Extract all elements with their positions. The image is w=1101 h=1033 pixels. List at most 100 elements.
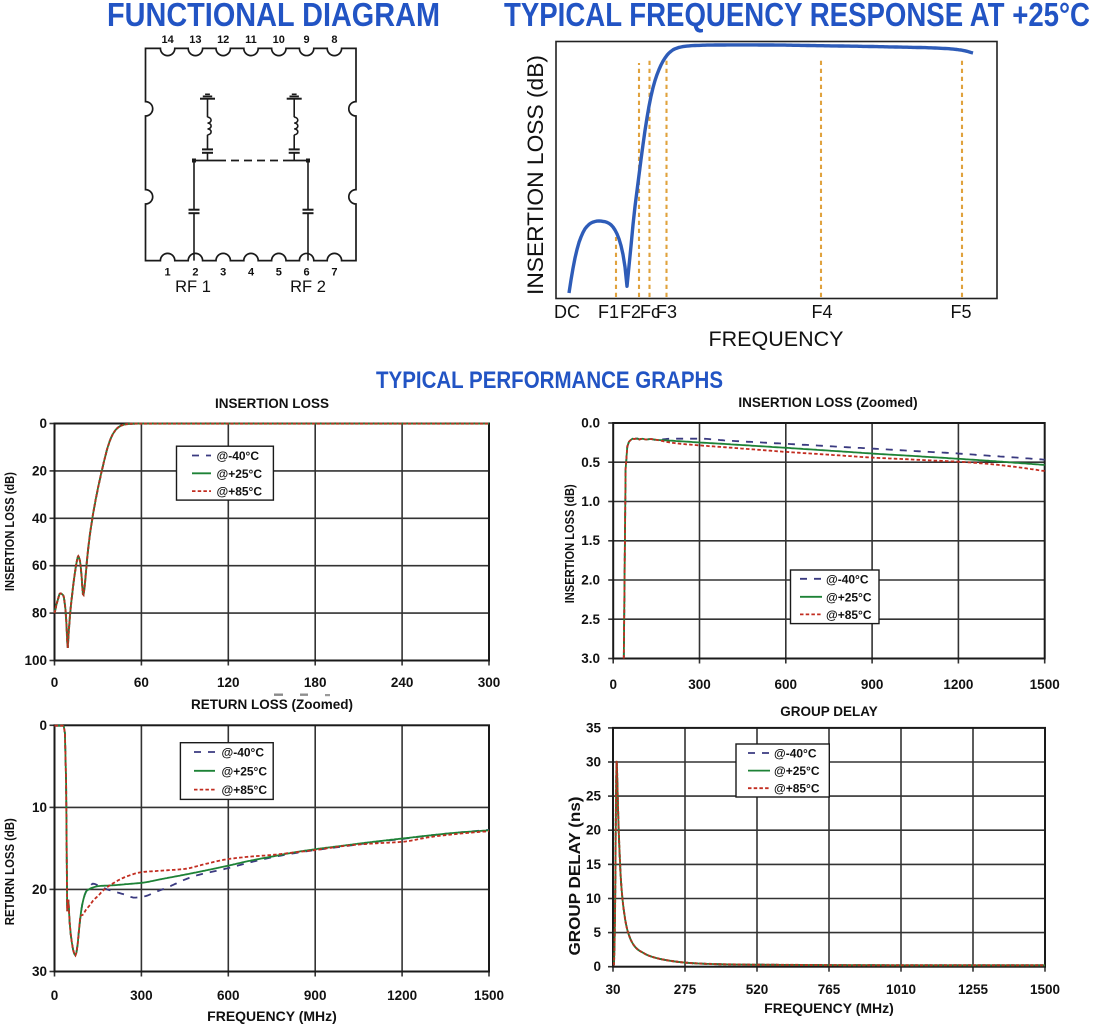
svg-text:7: 7	[331, 267, 337, 279]
svg-text:30: 30	[32, 964, 47, 979]
svg-text:1200: 1200	[943, 677, 973, 692]
svg-text:20: 20	[32, 882, 47, 897]
svg-text:@+25°C: @+25°C	[217, 467, 263, 481]
svg-text:0: 0	[609, 677, 617, 692]
svg-text:3: 3	[220, 267, 226, 279]
svg-text:10: 10	[32, 800, 47, 815]
svg-text:11: 11	[245, 34, 257, 46]
svg-text:0: 0	[39, 416, 47, 431]
svg-text:2.5: 2.5	[581, 612, 600, 627]
svg-text:1200: 1200	[387, 988, 417, 1003]
svg-text:INSERTION LOSS (dB): INSERTION LOSS (dB)	[2, 472, 17, 591]
svg-text:1500: 1500	[1030, 982, 1060, 997]
svg-text:5: 5	[276, 267, 282, 279]
svg-text:RETURN LOSS (Zoomed): RETURN LOSS (Zoomed)	[191, 697, 353, 712]
svg-text:0: 0	[593, 959, 601, 974]
svg-text:300: 300	[688, 677, 711, 692]
svg-text:600: 600	[217, 988, 240, 1003]
svg-text:RETURN LOSS (dB): RETURN LOSS (dB)	[2, 818, 17, 925]
svg-text:RF 2: RF 2	[290, 278, 326, 296]
svg-text:F2: F2	[620, 302, 641, 322]
svg-text:13: 13	[189, 34, 201, 46]
svg-text:240: 240	[391, 675, 414, 690]
svg-text:15: 15	[586, 857, 602, 872]
svg-text:765: 765	[818, 982, 841, 997]
svg-text:@-40°C: @-40°C	[774, 747, 817, 761]
svg-text:1: 1	[165, 267, 171, 279]
svg-text:25: 25	[586, 789, 602, 804]
svg-text:30: 30	[586, 755, 601, 770]
svg-text:520: 520	[746, 982, 769, 997]
svg-text:3.0: 3.0	[581, 651, 600, 666]
svg-text:@+25°C: @+25°C	[222, 764, 268, 778]
svg-text:100: 100	[24, 653, 47, 668]
svg-text:600: 600	[775, 677, 798, 692]
svg-text:INSERTION LOSS: INSERTION LOSS	[215, 396, 329, 411]
svg-text:12: 12	[217, 34, 229, 46]
svg-text:40: 40	[32, 511, 47, 526]
svg-text:TYPICAL PERFORMANCE GRAPHS: TYPICAL PERFORMANCE GRAPHS	[376, 367, 723, 394]
svg-text:6: 6	[304, 267, 310, 279]
svg-text:60: 60	[134, 675, 149, 690]
svg-text:F1: F1	[598, 302, 619, 322]
svg-text:Fc: Fc	[640, 302, 660, 322]
svg-text:RF 1: RF 1	[175, 278, 211, 296]
svg-text:0: 0	[51, 675, 59, 690]
svg-text:0.5: 0.5	[581, 455, 600, 470]
svg-text:2.0: 2.0	[581, 573, 600, 588]
svg-text:TYPICAL FREQUENCY RESPONSE AT: TYPICAL FREQUENCY RESPONSE AT +25°C	[504, 0, 1090, 33]
svg-text:9: 9	[304, 34, 310, 46]
svg-text:5: 5	[593, 925, 601, 940]
svg-text:180: 180	[304, 675, 327, 690]
svg-text:DC: DC	[554, 302, 580, 322]
svg-text:F4: F4	[811, 302, 832, 322]
svg-text:@+85°C: @+85°C	[217, 485, 263, 499]
svg-text:0: 0	[39, 718, 47, 733]
svg-text:900: 900	[304, 988, 327, 1003]
svg-text:@+25°C: @+25°C	[774, 764, 820, 778]
svg-text:30: 30	[605, 982, 620, 997]
svg-text:35: 35	[586, 720, 602, 735]
svg-text:20: 20	[32, 463, 47, 478]
svg-text:20: 20	[586, 823, 601, 838]
svg-text:@-40°C: @-40°C	[217, 449, 260, 463]
svg-text:FUNCTIONAL DIAGRAM: FUNCTIONAL DIAGRAM	[107, 0, 440, 33]
svg-text:@-40°C: @-40°C	[222, 746, 265, 760]
svg-text:INSERTION LOSS (dB): INSERTION LOSS (dB)	[523, 55, 548, 295]
svg-text:FREQUENCY: FREQUENCY	[709, 327, 844, 351]
svg-text:FREQUENCY (MHz): FREQUENCY (MHz)	[207, 1008, 337, 1024]
svg-text:10: 10	[273, 34, 285, 46]
svg-text:1.0: 1.0	[581, 494, 600, 509]
svg-text:@+85°C: @+85°C	[826, 608, 872, 622]
svg-text:@-40°C: @-40°C	[826, 572, 869, 586]
svg-text:F3: F3	[656, 302, 677, 322]
svg-text:8: 8	[331, 34, 337, 46]
svg-text:14: 14	[161, 34, 174, 46]
svg-text:1255: 1255	[958, 982, 989, 997]
svg-text:INSERTION LOSS (dB): INSERTION LOSS (dB)	[562, 484, 577, 603]
svg-text:300: 300	[478, 675, 501, 690]
svg-text:120: 120	[217, 675, 240, 690]
svg-text:0.0: 0.0	[581, 416, 600, 431]
svg-text:FREQUENCY (MHz): FREQUENCY (MHz)	[764, 1000, 894, 1016]
svg-text:1010: 1010	[886, 982, 916, 997]
svg-text:F5: F5	[950, 302, 971, 322]
svg-text:INSERTION LOSS (Zoomed): INSERTION LOSS (Zoomed)	[738, 395, 917, 410]
svg-text:1500: 1500	[474, 988, 504, 1003]
svg-text:GROUP DELAY (ns): GROUP DELAY (ns)	[567, 797, 584, 956]
svg-text:@+85°C: @+85°C	[222, 783, 268, 797]
svg-text:300: 300	[130, 988, 153, 1003]
svg-text:0: 0	[51, 988, 59, 1003]
svg-text:GROUP DELAY: GROUP DELAY	[780, 704, 878, 719]
svg-text:80: 80	[32, 606, 47, 621]
svg-text:4: 4	[248, 267, 255, 279]
svg-text:@+85°C: @+85°C	[774, 782, 820, 796]
svg-text:2: 2	[192, 267, 198, 279]
svg-text:900: 900	[861, 677, 884, 692]
svg-text:1500: 1500	[1030, 677, 1060, 692]
svg-text:60: 60	[32, 558, 47, 573]
svg-text:10: 10	[586, 891, 601, 906]
svg-text:1.5: 1.5	[581, 533, 600, 548]
svg-text:275: 275	[674, 982, 697, 997]
svg-text:@+25°C: @+25°C	[826, 590, 872, 604]
